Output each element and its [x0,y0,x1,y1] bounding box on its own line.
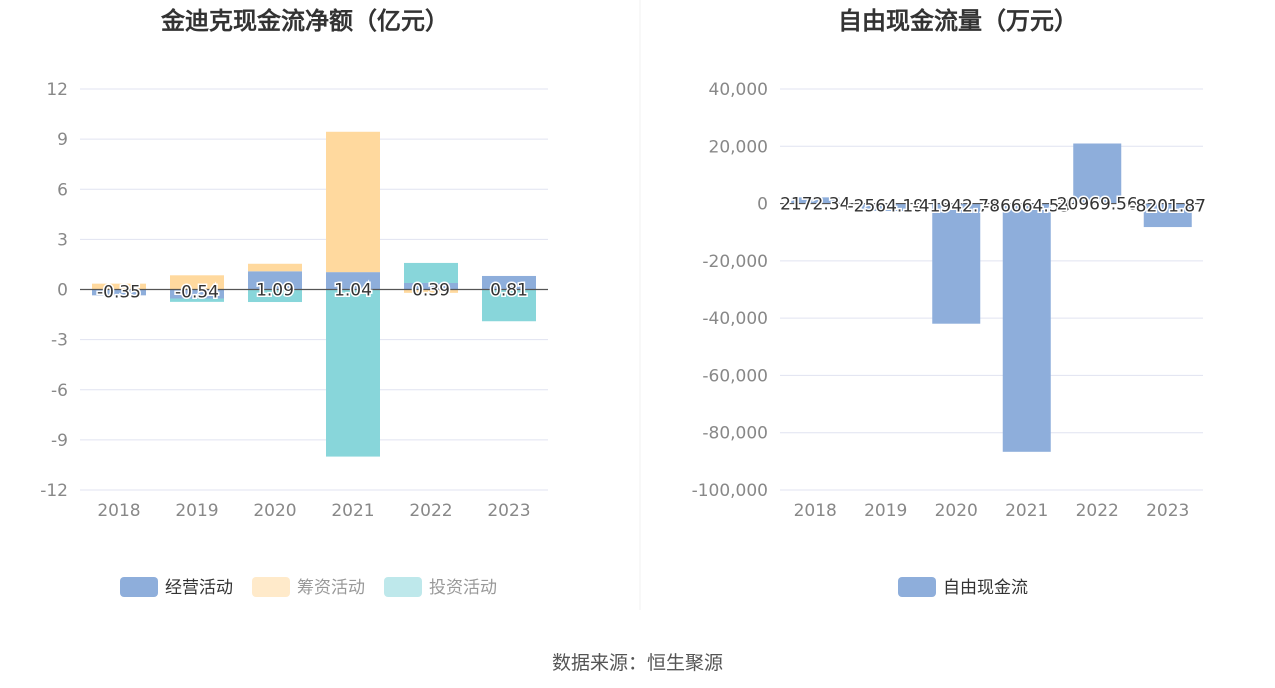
chart1-data-label: 0.81 [490,281,528,301]
chart1-bar-series1 [170,289,224,299]
chart1-x-tick-label: 2018 [97,501,140,521]
chart2-y-tick-label: 0 [757,195,768,215]
chart2-data-label: 20969.56 [1057,195,1138,215]
data-source-note: 数据来源：恒生聚源 [551,652,723,674]
chart1-bar-series3 [170,298,224,302]
chart1-data-label: 1.09 [256,281,294,301]
chart1-bar-series2 [248,263,302,272]
chart2-y-tick-label: -20,000 [702,252,768,272]
chart1-bar-series2 [92,283,146,290]
chart1-bar-series1 [92,289,146,296]
chart2-y-tick-label: 20,000 [709,137,768,157]
chart1-y-tick-label: 6 [57,180,68,200]
chart1-legend-swatch [120,577,158,597]
chart1-y-tick-label: 0 [57,281,68,301]
chart1-bar-series1 [248,271,302,290]
chart1-y-tick-label: 3 [57,230,68,250]
chart1-legend-swatch [252,577,290,597]
chart1-data-label: 0.39 [412,281,450,301]
chart2-bar [1143,203,1192,228]
chart2-y-tick-label: 40,000 [709,80,768,100]
chart1-y-tick-label: 9 [57,130,68,150]
chart1-data-label: 1.04 [334,281,372,301]
chart2-data-label: -2564.19 [848,197,924,217]
chart2-x-tick-label: 2022 [1076,501,1119,521]
chart2-data-label: -86664.53 [983,197,1070,217]
chart1-bar-series1 [404,282,458,290]
chart1-data-label: -0.35 [97,283,141,303]
chart2-x-tick-label: 2021 [1005,501,1048,521]
chart2-x-tick-label: 2019 [864,501,907,521]
chart2-x-tick-label: 2020 [935,501,978,521]
chart1-bar-series3 [482,289,536,322]
chart2-legend-swatch [898,577,936,597]
chart2-legend-label: 自由现金流 [943,578,1028,598]
chart1-data-label: -0.54 [175,283,219,303]
chart1-x-tick-label: 2021 [331,501,374,521]
chart2-y-tick-label: -60,000 [702,366,768,386]
chart1-legend-label: 筹资活动 [297,578,365,598]
chart2-y-tick-label: -40,000 [702,309,768,329]
chart1-bar-series2 [404,289,458,293]
chart1-x-tick-label: 2022 [409,501,452,521]
chart1-x-tick-label: 2019 [175,501,218,521]
chart1-y-tick-label: -12 [40,481,68,501]
chart1-bar-series3 [404,262,458,283]
chart2-title: 自由现金流量（万元） [838,7,1078,35]
chart2-data-label: -8201.87 [1130,197,1206,217]
chart1-bar-series2 [326,131,380,273]
chart2-bar [1002,203,1051,452]
chart1-legend-swatch [384,577,422,597]
chart2-y-tick-label: -80,000 [702,424,768,444]
chart1-bar-series2 [170,275,224,290]
chart1-legend-label: 投资活动 [429,578,497,598]
chart2-bar [791,197,840,204]
chart2-data-label: 2172.34 [780,195,850,215]
chart2-bar [1073,143,1122,204]
chart2-data-label: -41942.71 [913,197,1000,217]
chart1-y-tick-label: 12 [46,80,68,100]
chart1-bar-series1 [326,272,380,290]
chart1-bar-series1 [482,275,536,290]
chart2-y-tick-label: -100,000 [692,481,768,501]
chart2-x-tick-label: 2018 [794,501,837,521]
chart1-y-tick-label: -6 [51,381,68,401]
chart1-bar-series3 [326,289,380,457]
chart1-y-tick-label: -9 [51,431,68,451]
chart1-title: 金迪克现金流净额（亿元） [160,7,449,35]
chart2-bar [861,203,910,211]
chart1-bar-series3 [248,289,302,303]
chart1-x-tick-label: 2020 [253,501,296,521]
chart1-legend-label: 经营活动 [165,578,233,598]
chart2-x-tick-label: 2023 [1146,501,1189,521]
chart1-y-tick-label: -3 [51,331,68,351]
chart2-bar [932,203,981,324]
chart1-x-tick-label: 2023 [487,501,530,521]
